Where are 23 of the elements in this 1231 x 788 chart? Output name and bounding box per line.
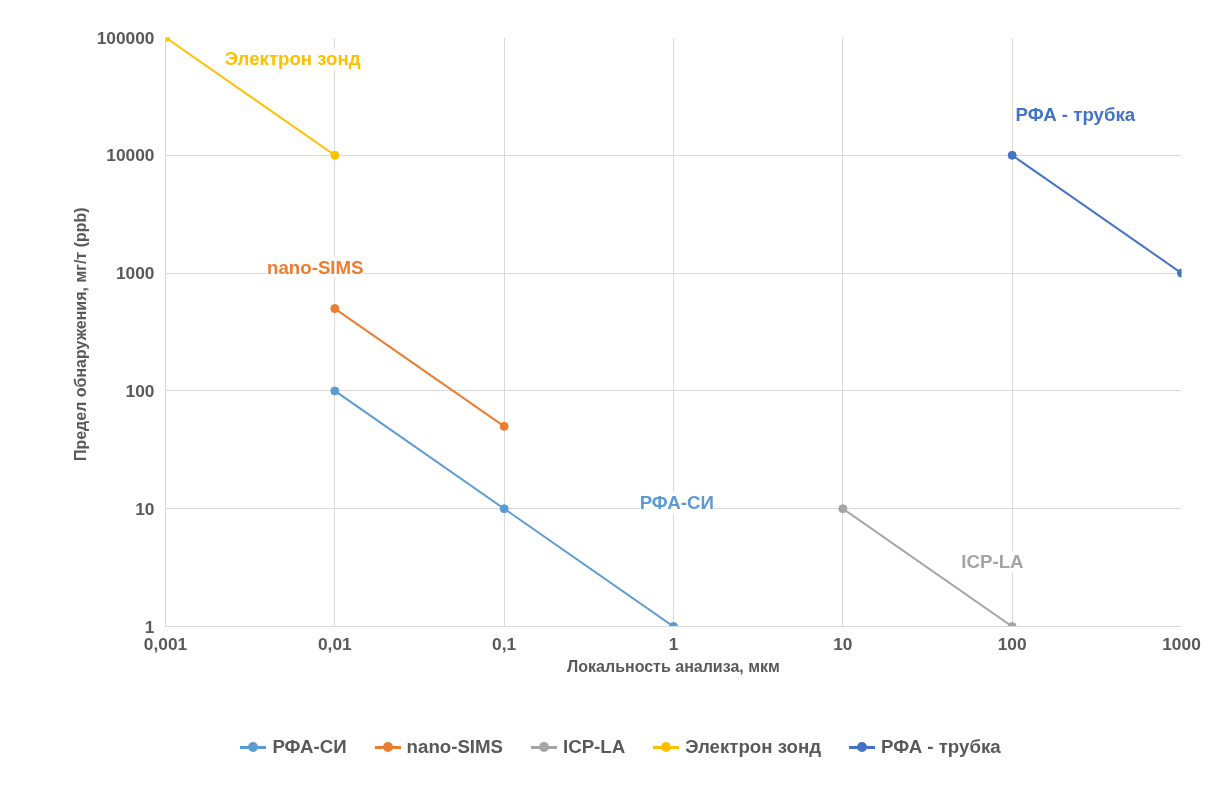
y-tick-label: 10000 [106, 145, 155, 166]
x-tick-label: 0,01 [317, 633, 353, 654]
text: РФА-СИ [639, 492, 714, 514]
legend-label: РФА - трубка [881, 734, 1001, 759]
y-tick-label: 100 [125, 380, 155, 401]
x-tick-label: 1000 [1162, 633, 1201, 654]
text: ICP-LA [961, 551, 1024, 573]
legend-label: nano-SIMS [406, 734, 503, 759]
legend-label: Электрон зонд [685, 734, 822, 759]
text: nano-SIMS [267, 256, 364, 278]
y-tick-label: 1000 [115, 263, 155, 284]
x-axis-title: Локальность анализа, мкм [567, 657, 780, 675]
x-tick-label: 100 [997, 633, 1027, 654]
y-tick-label: 10 [135, 498, 155, 519]
legend-label: ICP-LA [563, 734, 626, 759]
legend-label: РФА-СИ [272, 734, 347, 759]
x-tick-label: 0,1 [492, 633, 517, 654]
text: Электрон зонд [224, 48, 361, 70]
x-tick-label: 1 [668, 633, 679, 654]
text: РФА - трубка [1015, 103, 1136, 125]
y-tick-label: 100000 [96, 27, 155, 48]
y-axis-title: Предел обнаружения, мг/т (ppb) [71, 207, 89, 462]
x-tick-label: 10 [833, 633, 853, 654]
